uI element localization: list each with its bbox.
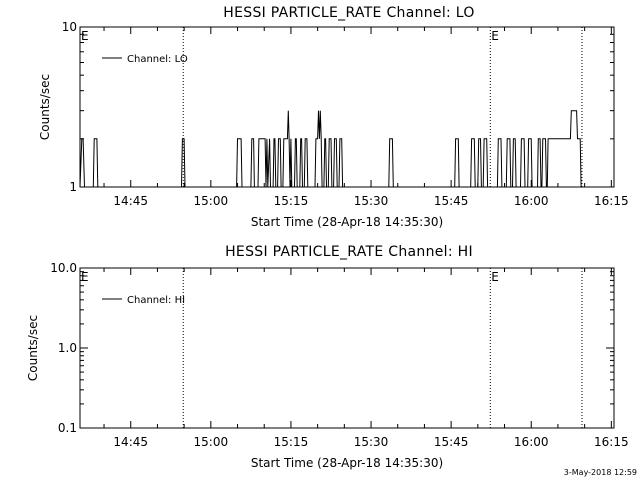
- x-tick-label: 15:00: [194, 435, 229, 449]
- y-tick-label: 1: [69, 180, 77, 194]
- x-tick-label: 15:15: [274, 194, 309, 208]
- series-line-channel-lo: [79, 110, 584, 188]
- plot-frame: [79, 267, 615, 429]
- x-tick-label: 15:00: [194, 194, 229, 208]
- x-tick-label: 14:45: [113, 194, 148, 208]
- event-marker-label: E: [81, 29, 89, 43]
- panel-lo-ylabel: Counts/sec: [38, 74, 52, 140]
- panel-lo-title: HESSI PARTICLE_RATE Channel: LO: [223, 5, 474, 21]
- footer-timestamp: 3-May-2018 12:59: [564, 468, 637, 477]
- x-tick-label: 16:15: [594, 435, 629, 449]
- x-tick-label: 15:30: [354, 194, 389, 208]
- x-tick-label: 15:15: [274, 435, 309, 449]
- panel-lo-xlabel: Start Time (28-Apr-18 14:35:30): [251, 215, 443, 229]
- x-tick-label: 14:45: [113, 435, 148, 449]
- x-tick-label: 16:00: [514, 194, 549, 208]
- y-tick-label: 0.1: [58, 421, 77, 435]
- legend-label: Channel: LO: [127, 54, 188, 65]
- x-tick-label: 16:00: [514, 435, 549, 449]
- x-tick-label: 16:15: [594, 194, 629, 208]
- panel-hi-ylabel: Counts/sec: [26, 315, 40, 381]
- panel-hi-xlabel: Start Time (28-Apr-18 14:35:30): [251, 456, 443, 470]
- event-marker-label: E: [491, 29, 499, 43]
- plot-frame: [79, 26, 615, 188]
- y-tick-label: 10: [62, 20, 77, 34]
- event-marker-label: E: [491, 270, 499, 284]
- panel-lo: 14:45 15:00 15:15 15:30 15:45 16:00 16:15 1 10 E E…: [62, 20, 629, 208]
- x-tick-label: 15:30: [354, 435, 389, 449]
- y-tick-label: 10.0: [50, 261, 77, 275]
- x-tick-label: 15:45: [434, 435, 469, 449]
- panel-hi-title: HESSI PARTICLE_RATE Channel: HI: [225, 244, 473, 260]
- y-tick-label: 1.0: [58, 341, 77, 355]
- legend-label: Channel: HI: [127, 295, 185, 306]
- panel-hi: 14:45 15:00 15:15 15:30 15:45 16:00 16:15 0.1 1.…: [50, 261, 628, 449]
- x-tick-label: 15:45: [434, 194, 469, 208]
- event-marker-label: E: [81, 270, 89, 284]
